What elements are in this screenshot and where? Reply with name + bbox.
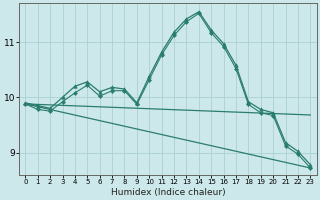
X-axis label: Humidex (Indice chaleur): Humidex (Indice chaleur) [110, 188, 225, 197]
